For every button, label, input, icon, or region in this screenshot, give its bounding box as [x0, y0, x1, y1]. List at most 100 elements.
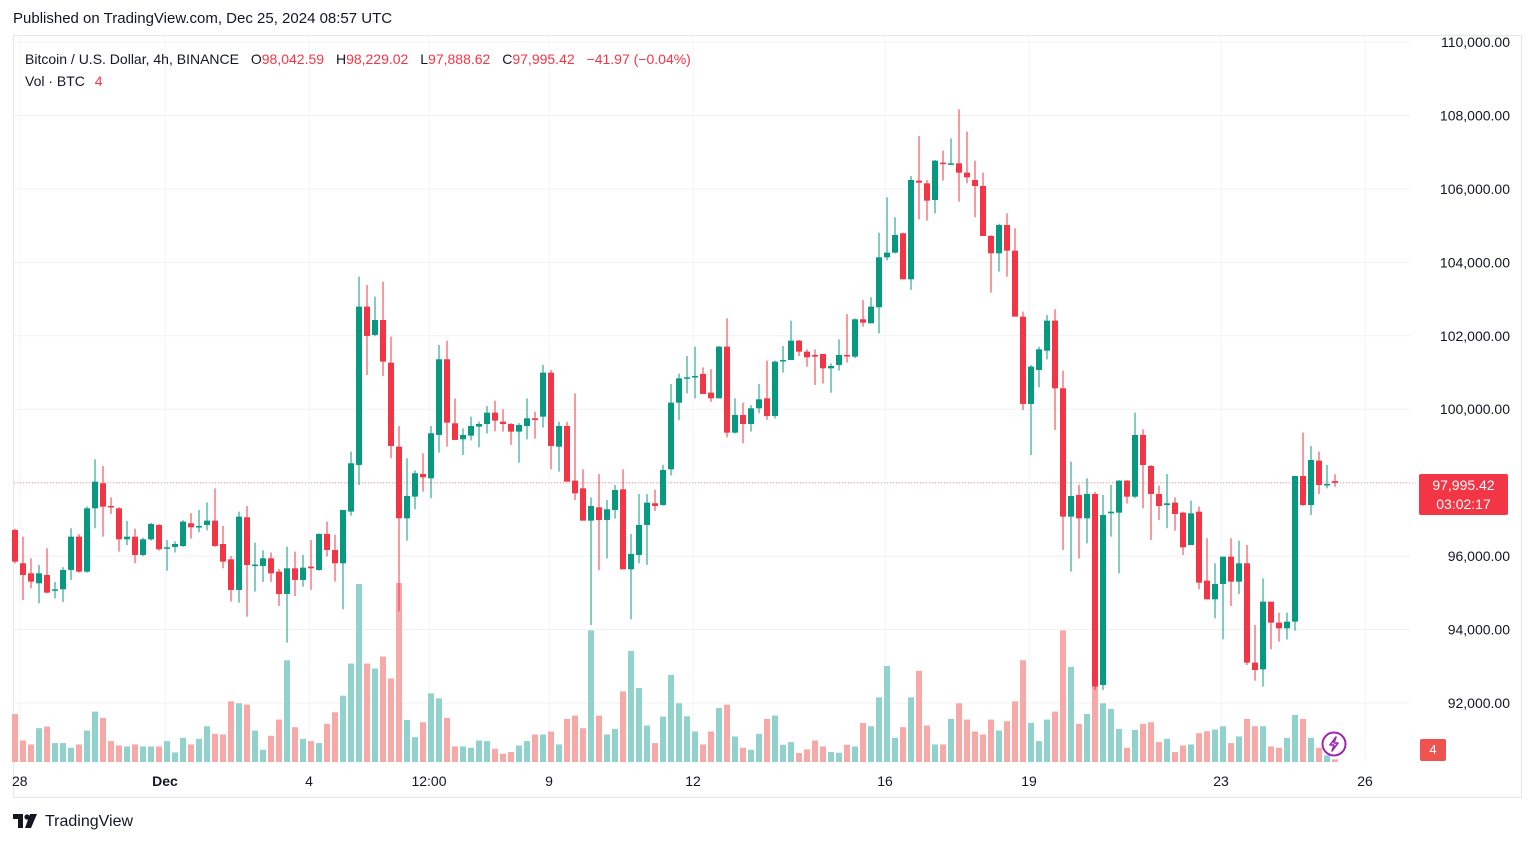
volume-bar [76, 744, 82, 762]
volume-bar [516, 745, 522, 762]
volume-bar [844, 744, 850, 762]
candle-body [1084, 493, 1090, 519]
last-price-tag: 97,995.42 03:02:17 [1419, 474, 1508, 515]
candle [1020, 311, 1026, 410]
candle [924, 180, 930, 221]
candle-body [836, 354, 842, 365]
volume-bar [428, 693, 434, 762]
volume-bar [156, 746, 162, 762]
candle-body [980, 185, 986, 236]
candle [676, 373, 682, 421]
candle-body [844, 354, 850, 357]
candle-body [1276, 622, 1282, 629]
candle-body [988, 235, 994, 254]
volume-bar [540, 734, 546, 762]
candle [316, 533, 322, 571]
candle-body [1180, 512, 1186, 548]
candle [1236, 540, 1242, 594]
tradingview-logo[interactable]: TradingView [13, 813, 133, 831]
candle [12, 528, 18, 564]
candle [68, 528, 74, 580]
volume-bar [172, 752, 178, 762]
volume-bar [412, 737, 418, 762]
volume-bar [260, 749, 266, 762]
volume-bar [1252, 726, 1258, 762]
volume-bar [684, 716, 690, 762]
candle-body [420, 473, 426, 478]
volume-bar [668, 674, 674, 762]
volume-bar [20, 740, 26, 762]
candle-body [100, 483, 106, 507]
candle [972, 160, 978, 218]
volume-bar [252, 730, 258, 762]
candle-body [1220, 556, 1226, 584]
candle-body [852, 319, 858, 357]
candle-body [1228, 556, 1234, 582]
volume-bar [756, 733, 762, 762]
volume-bar [1116, 728, 1122, 762]
volume-bar [628, 650, 634, 762]
candle-body [612, 489, 618, 510]
candle [556, 421, 562, 472]
volume-bar [652, 743, 658, 762]
volume-bar [572, 715, 578, 762]
candle [620, 469, 626, 570]
candle-body [1004, 224, 1010, 251]
volume-bar [860, 722, 866, 762]
candle [1052, 309, 1058, 430]
candle-body [1028, 366, 1034, 404]
volume-bar [596, 715, 602, 762]
candle [732, 398, 738, 434]
volume-bar [716, 707, 722, 762]
candle-body [268, 558, 274, 574]
candle [772, 360, 778, 419]
candle-body [380, 319, 386, 362]
volume-bar [404, 719, 410, 762]
volume-bar [116, 745, 122, 762]
candle [1060, 370, 1066, 550]
candle-body [132, 536, 138, 555]
candle-body [892, 234, 898, 253]
candle-body [1292, 475, 1298, 622]
volume-bar [1308, 737, 1314, 762]
candle [228, 556, 234, 602]
candle-body [236, 516, 242, 590]
candle [604, 499, 610, 559]
candle [1124, 480, 1130, 504]
candle [716, 346, 722, 399]
lightning-icon[interactable] [1321, 731, 1347, 757]
volume-bar [532, 734, 538, 762]
volume-bar [1284, 737, 1290, 762]
candle-body [596, 507, 602, 520]
candle [1292, 475, 1298, 631]
volume-bar [1300, 718, 1306, 762]
candle-body [244, 517, 250, 565]
volume-bar [220, 734, 226, 762]
candle-body [212, 520, 218, 546]
candle [1028, 365, 1034, 455]
candle [844, 313, 850, 363]
volume-bar [1156, 742, 1162, 762]
volume-bar [212, 733, 218, 762]
y-tick-label: 104,000.00 [1440, 254, 1510, 270]
candle-body [700, 373, 706, 394]
volume-bar [1060, 630, 1066, 762]
y-tick-label: 100,000.00 [1440, 401, 1510, 417]
volume-bar [836, 752, 842, 762]
candle [324, 521, 330, 557]
candle-body [604, 509, 610, 520]
candle [900, 232, 906, 280]
candle [460, 428, 466, 456]
volume-bar [452, 746, 458, 762]
candle [516, 423, 522, 463]
candle-body [948, 163, 954, 165]
candle-body [188, 523, 194, 528]
candle-body [580, 488, 586, 521]
candle-body [92, 481, 98, 509]
volume-bar [740, 747, 746, 762]
candle [292, 551, 298, 596]
candle [1004, 213, 1010, 277]
volume-bar [332, 712, 338, 762]
grid [14, 36, 1410, 762]
